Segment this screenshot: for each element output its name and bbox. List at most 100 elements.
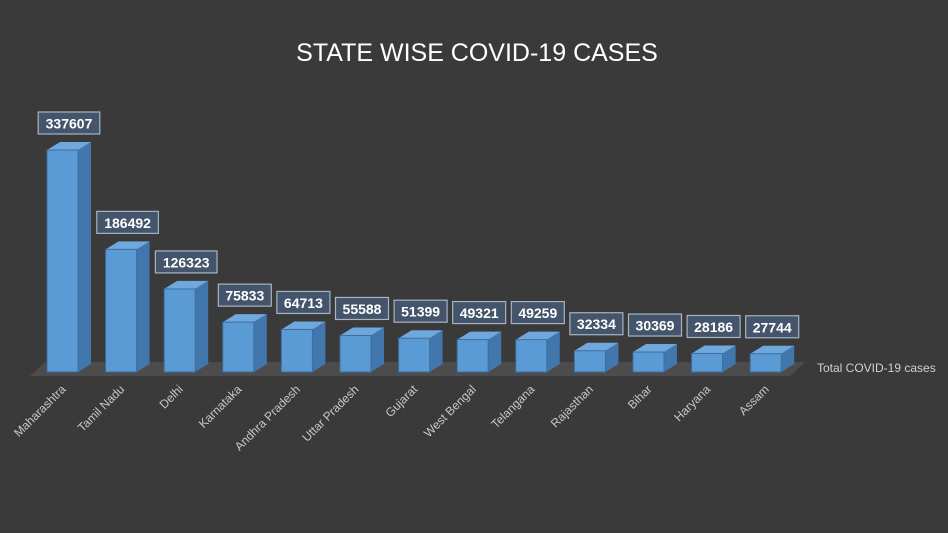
category-label: West Bengal bbox=[421, 382, 479, 440]
bar-maharashtra bbox=[46, 142, 91, 373]
category-label: Maharashtra bbox=[11, 382, 69, 440]
bar-side bbox=[136, 241, 150, 372]
series-label: Total COVID-19 cases bbox=[817, 361, 936, 375]
bar-front bbox=[46, 149, 79, 373]
category-label: Haryana bbox=[671, 382, 713, 424]
data-label: 64713 bbox=[276, 290, 331, 315]
category-label: Rajasthan bbox=[548, 382, 596, 430]
bar-front bbox=[749, 353, 782, 373]
category-label: Delhi bbox=[157, 382, 186, 411]
bar-top bbox=[515, 331, 560, 340]
bar-top bbox=[47, 142, 91, 150]
bar-side bbox=[253, 314, 267, 372]
data-label-text: 32334 bbox=[577, 316, 616, 332]
bar-karnataka bbox=[222, 314, 267, 373]
data-label-box bbox=[452, 300, 507, 325]
bar-west-bengal bbox=[456, 331, 502, 373]
bar-top bbox=[691, 345, 736, 354]
data-label-text: 337607 bbox=[46, 116, 93, 132]
data-label-box bbox=[686, 314, 741, 339]
data-label-text: 186492 bbox=[104, 215, 151, 231]
data-label-text: 27744 bbox=[753, 319, 792, 335]
bar-side bbox=[78, 142, 91, 372]
bar-rajasthan bbox=[573, 342, 619, 373]
data-label-box bbox=[510, 301, 565, 325]
bar-front bbox=[573, 350, 606, 373]
bar-top bbox=[281, 321, 326, 330]
data-label-text: 51399 bbox=[401, 304, 440, 320]
bar-gujarat bbox=[398, 330, 443, 373]
bar-side bbox=[605, 342, 619, 372]
data-label-text: 49321 bbox=[460, 305, 499, 321]
bar-bihar bbox=[632, 344, 677, 373]
category-label: Tamil Nadu bbox=[75, 382, 127, 434]
data-label: 49321 bbox=[452, 300, 507, 325]
category-label: Bihar bbox=[625, 382, 655, 412]
data-label: 337607 bbox=[37, 111, 101, 135]
data-label: 28186 bbox=[686, 314, 741, 339]
data-label: 27744 bbox=[745, 315, 800, 339]
bar-top bbox=[457, 331, 502, 340]
data-label: 30369 bbox=[627, 313, 683, 337]
bar-side bbox=[664, 344, 677, 372]
bar-haryana bbox=[691, 345, 736, 373]
bar-side bbox=[722, 345, 736, 372]
bar-top bbox=[222, 314, 267, 323]
bar-top bbox=[398, 330, 443, 339]
data-label-box bbox=[217, 283, 272, 307]
data-label-text: 75833 bbox=[225, 288, 264, 304]
data-label-box bbox=[569, 312, 624, 336]
bar-front bbox=[105, 248, 138, 373]
data-label-box bbox=[627, 313, 683, 337]
bar-tamil-nadu bbox=[105, 241, 150, 373]
bar-front bbox=[456, 339, 489, 373]
bar-side bbox=[781, 345, 795, 372]
bar-side bbox=[546, 331, 560, 372]
category-label: Telangana bbox=[488, 382, 537, 431]
bar-top bbox=[105, 241, 150, 250]
bar-assam bbox=[749, 345, 795, 373]
bar-front bbox=[632, 351, 665, 373]
bar-side bbox=[371, 327, 384, 372]
bar-front bbox=[398, 337, 431, 373]
bar-telangana bbox=[515, 331, 560, 373]
data-label: 49259 bbox=[510, 301, 565, 325]
data-label-box bbox=[334, 296, 390, 321]
bar-front bbox=[515, 339, 548, 373]
chart-title: STATE WISE COVID-19 CASES bbox=[296, 39, 658, 67]
category-label: Assam bbox=[736, 382, 772, 418]
data-label-text: 30369 bbox=[636, 318, 675, 334]
data-label-text: 64713 bbox=[284, 295, 323, 311]
data-label-box bbox=[154, 250, 218, 274]
bar-front bbox=[691, 352, 724, 373]
bar-top bbox=[750, 345, 795, 354]
data-label-box bbox=[276, 290, 331, 315]
bar-uttar-pradesh bbox=[339, 327, 384, 373]
bar-top bbox=[340, 327, 384, 336]
data-label: 186492 bbox=[96, 210, 160, 234]
data-label-text: 126323 bbox=[163, 254, 210, 270]
data-label: 51399 bbox=[393, 299, 448, 323]
bar-top bbox=[633, 344, 677, 353]
bar-top bbox=[574, 342, 619, 351]
bar-front bbox=[280, 328, 313, 373]
data-label-text: 55588 bbox=[343, 301, 382, 317]
bar-top bbox=[164, 280, 209, 289]
category-label: Gujarat bbox=[382, 382, 420, 420]
bar-andhra-pradesh bbox=[280, 321, 326, 373]
bar-side bbox=[429, 330, 443, 372]
data-label-text: 28186 bbox=[694, 319, 733, 335]
data-label: 75833 bbox=[217, 283, 272, 307]
data-label-box bbox=[745, 315, 800, 339]
data-label: 126323 bbox=[154, 250, 218, 274]
bar-side bbox=[312, 321, 326, 372]
bar-front bbox=[163, 288, 196, 373]
data-label-box bbox=[393, 299, 448, 323]
data-label: 55588 bbox=[334, 296, 390, 321]
bar-side bbox=[488, 331, 502, 372]
bar-delhi bbox=[163, 280, 209, 373]
data-label-box bbox=[37, 111, 101, 135]
bar-side bbox=[195, 280, 209, 372]
data-label: 32334 bbox=[569, 312, 624, 336]
